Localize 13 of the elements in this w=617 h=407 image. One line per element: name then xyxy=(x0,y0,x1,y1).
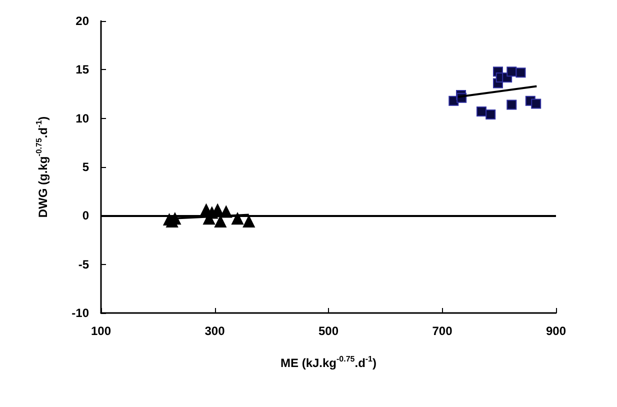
x-tick-label: 300 xyxy=(204,324,226,338)
x-tick-label: 700 xyxy=(432,324,453,338)
y-axis-title: DWG (g.kg-0.75.d-1) xyxy=(34,116,50,218)
y-tick-label: 20 xyxy=(76,14,90,28)
y-tick-label: -5 xyxy=(78,257,90,272)
y-tick-label: 10 xyxy=(76,111,90,126)
y-tick-label: 15 xyxy=(76,62,90,77)
y-tick-label: 0 xyxy=(82,208,90,223)
x-tick-label: 900 xyxy=(546,324,566,338)
x-tick-label: 500 xyxy=(318,324,339,338)
y-tick-label: -10 xyxy=(72,306,90,320)
y-tick-label: 5 xyxy=(82,160,90,174)
x-tick-label: 100 xyxy=(90,324,112,338)
